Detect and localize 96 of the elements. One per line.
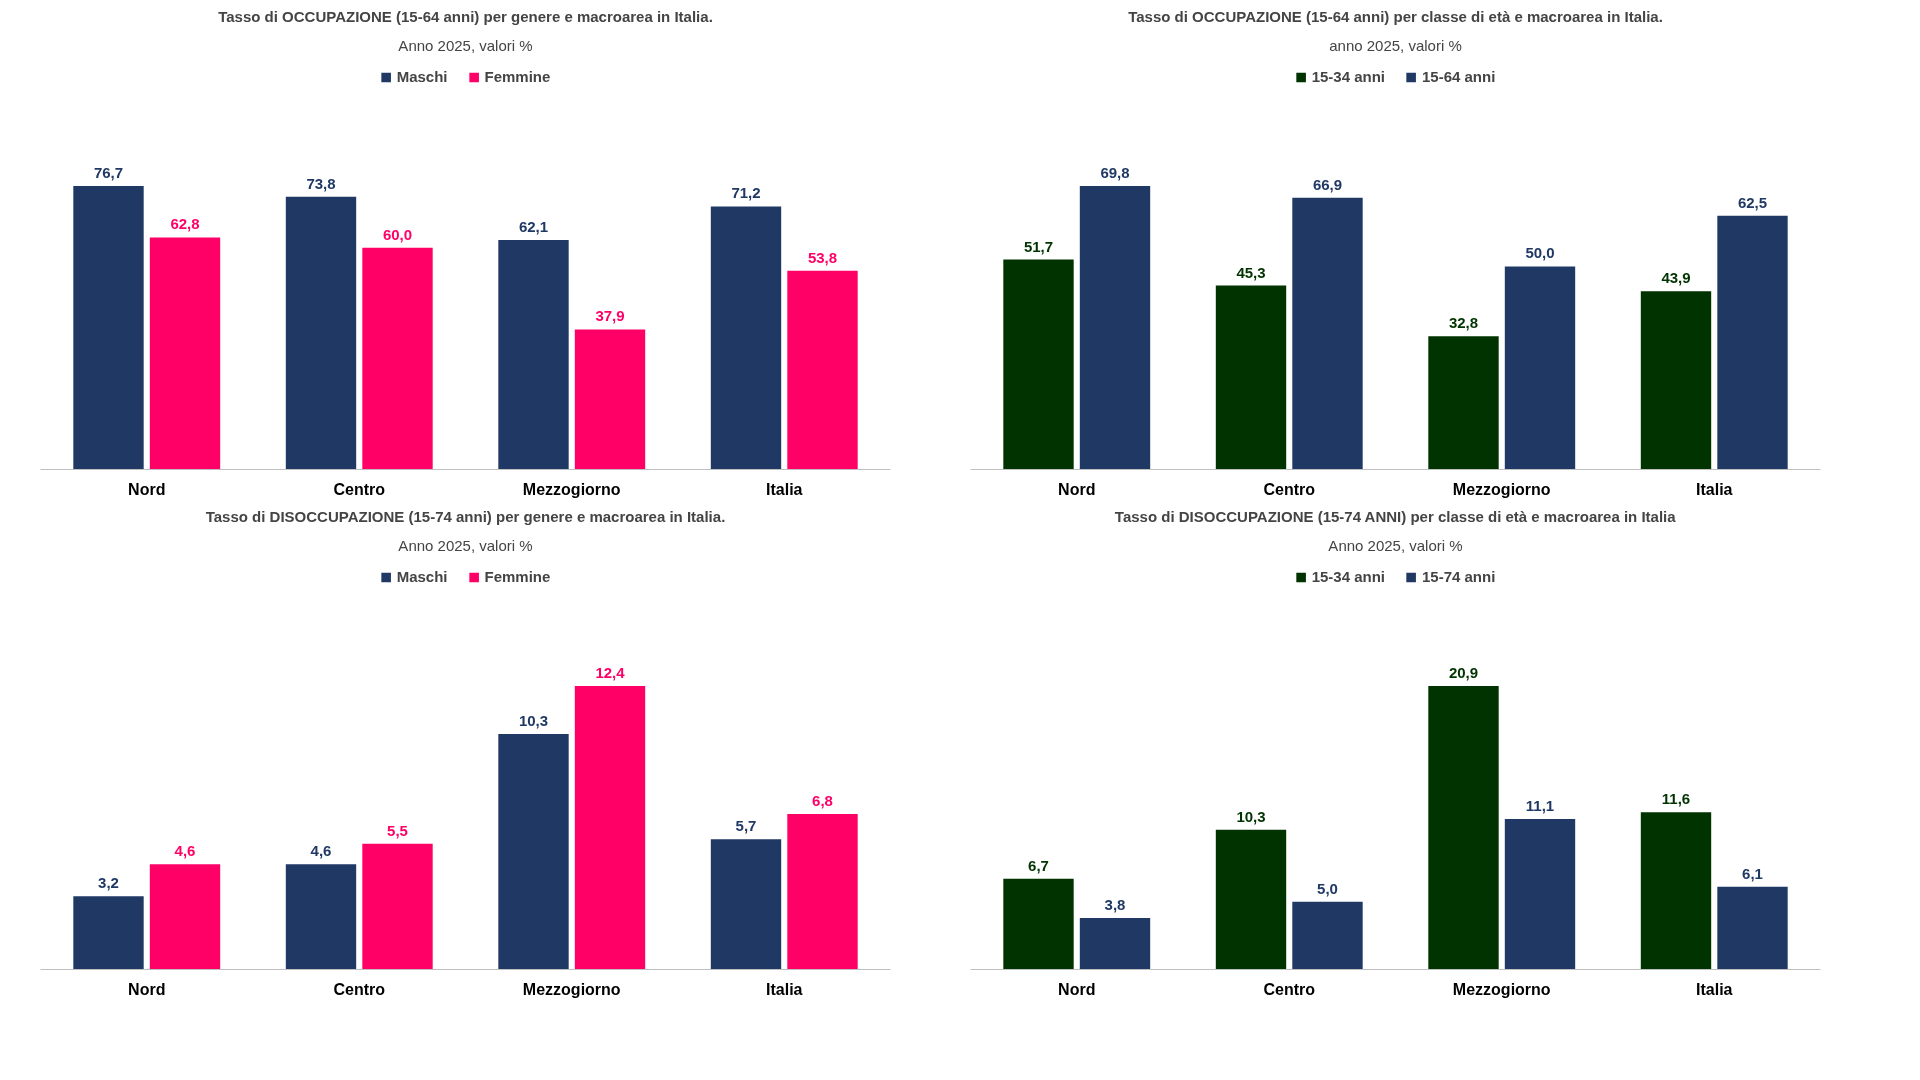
- legend-label: 15-64 anni: [1422, 68, 1496, 85]
- bar: [1428, 686, 1499, 970]
- bar: [285, 196, 357, 470]
- bar: [1504, 818, 1576, 970]
- bar: [498, 240, 569, 470]
- legend-label: Maschi: [396, 568, 448, 585]
- data-label: 20,9: [1448, 664, 1479, 682]
- chart-title: Tasso di DISOCCUPAZIONE (15-74 ANNI) per classe di età e macroarea in Italia: [1114, 507, 1677, 525]
- x-tick-label: Nord: [128, 480, 166, 498]
- bar: [285, 864, 357, 970]
- chart-title: Tasso di DISOCCUPAZIONE (15-74 anni) per genere e macroarea in Italia.: [205, 507, 726, 525]
- data-label: 60,0: [382, 225, 413, 243]
- data-label: 43,9: [1661, 269, 1691, 287]
- chart-subtitle: Anno 2025, valori %: [398, 536, 533, 554]
- data-label: 4,6: [174, 842, 196, 860]
- legend-label: 15-34 anni: [1311, 68, 1385, 85]
- chart-title: Tasso di OCCUPAZIONE (15-64 anni) per classe di età e macroarea in Italia.: [1128, 7, 1663, 25]
- legend-label: Maschi: [396, 68, 448, 85]
- chart-subtitle: Anno 2025, valori %: [398, 36, 533, 54]
- x-tick-label: Mezzogiorno: [1452, 980, 1551, 998]
- bar: [1428, 336, 1499, 470]
- x-tick-label: Mezzogiorno: [522, 980, 621, 998]
- data-label: 3,8: [1104, 895, 1126, 913]
- bar: [1215, 285, 1287, 470]
- x-tick-label: Italia: [1696, 480, 1733, 498]
- bar: [149, 864, 221, 970]
- bar: [1640, 291, 1712, 470]
- data-label: 32,8: [1448, 314, 1479, 332]
- x-tick-label: Nord: [1058, 980, 1096, 998]
- x-tick-label: Centro: [333, 480, 386, 498]
- bar: [1717, 215, 1788, 470]
- bar: [1079, 186, 1151, 470]
- bar: [710, 839, 782, 970]
- x-tick-label: Italia: [1696, 980, 1733, 998]
- bar: [73, 186, 144, 470]
- data-label: 10,3: [1236, 807, 1266, 825]
- data-label: 6,7: [1028, 856, 1049, 874]
- data-label: 4,6: [310, 842, 332, 860]
- x-tick-label: Nord: [128, 980, 166, 998]
- x-tick-label: Centro: [1263, 480, 1316, 498]
- x-tick-label: Mezzogiorno: [1452, 480, 1551, 498]
- x-tick-label: Italia: [766, 480, 803, 498]
- legend-label: 15-74 anni: [1422, 568, 1496, 585]
- data-label: 11,6: [1661, 790, 1691, 808]
- x-tick-label: Centro: [333, 980, 386, 998]
- data-label: 5,0: [1317, 879, 1338, 897]
- bar: [1003, 259, 1074, 470]
- bar: [1079, 917, 1151, 970]
- data-label: 53,8: [807, 248, 838, 266]
- bar: [362, 843, 433, 970]
- data-label: 45,3: [1236, 263, 1266, 281]
- data-label: 10,3: [518, 712, 549, 730]
- bar: [1717, 886, 1788, 970]
- chart-subtitle: anno 2025, valori %: [1329, 36, 1462, 54]
- data-label: 6,1: [1742, 864, 1763, 882]
- data-label: 51,7: [1023, 237, 1054, 255]
- data-label: 37,9: [595, 307, 625, 325]
- bar: [1292, 901, 1363, 970]
- bar: [1215, 829, 1287, 970]
- bar: [787, 814, 858, 970]
- data-label: 62,8: [170, 215, 200, 233]
- data-label: 6,8: [812, 792, 833, 810]
- data-label: 69,8: [1100, 164, 1130, 182]
- data-label: 62,5: [1737, 193, 1768, 211]
- data-label: 71,2: [731, 184, 761, 202]
- bar: [362, 247, 433, 470]
- data-label: 66,9: [1312, 175, 1343, 193]
- data-label: 3,2: [98, 874, 119, 892]
- bar: [787, 270, 858, 470]
- x-tick-label: Centro: [1263, 980, 1316, 998]
- legend-label: 15-34 anni: [1311, 568, 1385, 585]
- legend-label: Femmine: [484, 68, 551, 85]
- x-tick-label: Italia: [766, 980, 803, 998]
- bar: [1640, 812, 1712, 970]
- bar: [710, 206, 782, 470]
- data-label: 5,7: [735, 817, 757, 835]
- chart-subtitle: Anno 2025, valori %: [1328, 536, 1463, 554]
- bar: [149, 237, 221, 470]
- bar: [1003, 878, 1074, 970]
- data-label: 62,1: [518, 218, 549, 236]
- x-tick-label: Nord: [1058, 480, 1096, 498]
- bar: [574, 329, 646, 470]
- data-label: 76,7: [93, 164, 124, 182]
- x-tick-label: Mezzogiorno: [522, 480, 621, 498]
- legend-label: Femmine: [484, 568, 551, 585]
- bar: [498, 734, 569, 970]
- chart-title: Tasso di OCCUPAZIONE (15-64 anni) per genere e macroarea in Italia.: [218, 7, 713, 25]
- bar: [1292, 197, 1363, 470]
- bar: [574, 686, 646, 970]
- bar: [73, 896, 144, 970]
- data-label: 12,4: [595, 664, 626, 682]
- data-label: 5,5: [387, 821, 408, 839]
- data-label: 50,0: [1525, 244, 1555, 262]
- data-label: 11,1: [1525, 796, 1555, 814]
- data-label: 73,8: [306, 174, 336, 192]
- bar: [1504, 266, 1576, 470]
